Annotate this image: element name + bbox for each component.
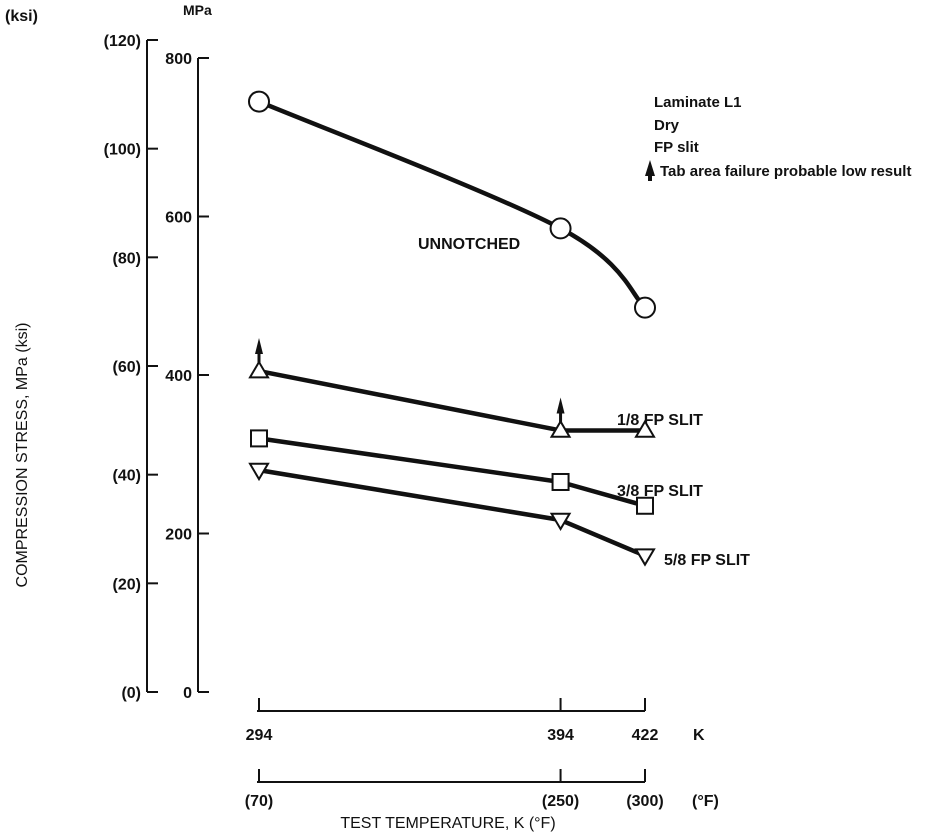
ksi-tick-label: (120) bbox=[104, 33, 141, 50]
y-axis-title: COMPRESSION STRESS, MPa (ksi) bbox=[14, 323, 31, 588]
x-axis-title: TEST TEMPERATURE, K (°F) bbox=[340, 815, 555, 832]
mpa-tick-label: 800 bbox=[165, 51, 192, 68]
series-line bbox=[258, 436, 646, 508]
fahrenheit-axis-ticks: (70) (250) (300) bbox=[245, 769, 664, 810]
series-line bbox=[258, 99, 647, 310]
legend-line-dry: Dry bbox=[654, 117, 680, 134]
ksi-tick-label: (20) bbox=[113, 576, 141, 593]
ksi-unit-label: (ksi) bbox=[5, 8, 38, 25]
fahrenheit-tick-label: (70) bbox=[245, 793, 273, 810]
legend-line-laminate: Laminate L1 bbox=[654, 94, 742, 111]
data-point-triangle-up bbox=[248, 360, 270, 379]
ksi-tick-label: (0) bbox=[121, 685, 141, 702]
mpa-tick-label: 600 bbox=[165, 210, 192, 227]
series-label-5-8-fp-slit: 5/8 FP SLIT bbox=[664, 552, 750, 569]
fahrenheit-tick-label: (250) bbox=[542, 793, 579, 810]
tab-failure-arrow-icon bbox=[255, 338, 263, 364]
tab-failure-arrow-icon bbox=[556, 397, 565, 423]
fahrenheit-unit-label: (°F) bbox=[692, 793, 719, 810]
kelvin-tick-label: 422 bbox=[632, 727, 659, 744]
kelvin-unit-label: K bbox=[693, 727, 705, 744]
data-point-triangle-down bbox=[549, 512, 572, 531]
mpa-tick-label: 400 bbox=[165, 368, 192, 385]
series-label-3-8-fp-slit: 3/8 FP SLIT bbox=[617, 483, 703, 500]
ksi-tick-label: (60) bbox=[113, 359, 141, 376]
mpa-tick-label: 0 bbox=[183, 685, 192, 702]
series-unnotched bbox=[248, 90, 656, 319]
data-point-triangle-down bbox=[248, 462, 270, 482]
kelvin-tick-label: 294 bbox=[246, 727, 273, 744]
data-point-triangle-up bbox=[634, 419, 656, 438]
data-point-circle bbox=[634, 296, 656, 319]
data-point-circle bbox=[248, 90, 270, 113]
data-point-triangle-down bbox=[634, 548, 656, 567]
series-1-8-fp-slit bbox=[248, 360, 656, 438]
fahrenheit-tick-label: (300) bbox=[626, 793, 663, 810]
data-point-square bbox=[551, 472, 570, 491]
kelvin-tick-label: 394 bbox=[547, 727, 574, 744]
data-point-circle bbox=[549, 217, 572, 240]
tab-failure-arrow-icon bbox=[645, 160, 655, 181]
tab-failure-note: Tab area failure probable low result bbox=[660, 163, 911, 180]
series-label-1-8-fp-slit: 1/8 FP SLIT bbox=[617, 412, 703, 429]
data-point-square bbox=[636, 496, 654, 515]
series-3-8-fp-slit bbox=[250, 429, 654, 515]
ksi-axis-ticks: (0) (20) (40) (60) (80) (100) (120) bbox=[104, 33, 158, 702]
ksi-tick-label: (80) bbox=[113, 250, 141, 267]
series-label-unnotched: UNNOTCHED bbox=[418, 236, 520, 253]
data-point-square bbox=[250, 429, 268, 448]
mpa-axis-ticks: 0 200 400 600 800 bbox=[165, 51, 209, 702]
series-5-8-fp-slit bbox=[248, 462, 656, 567]
data-point-triangle-up bbox=[549, 419, 572, 438]
series-line bbox=[258, 368, 645, 433]
series-line bbox=[258, 467, 646, 558]
mpa-unit-label: MPa bbox=[183, 2, 212, 18]
ksi-tick-label: (100) bbox=[104, 142, 141, 159]
series-layer bbox=[248, 90, 656, 567]
legend-line-fp-slit: FP slit bbox=[654, 139, 699, 156]
ksi-tick-label: (40) bbox=[113, 468, 141, 485]
kelvin-axis-ticks: 294 394 422 bbox=[246, 698, 659, 744]
mpa-tick-label: 200 bbox=[165, 527, 192, 544]
